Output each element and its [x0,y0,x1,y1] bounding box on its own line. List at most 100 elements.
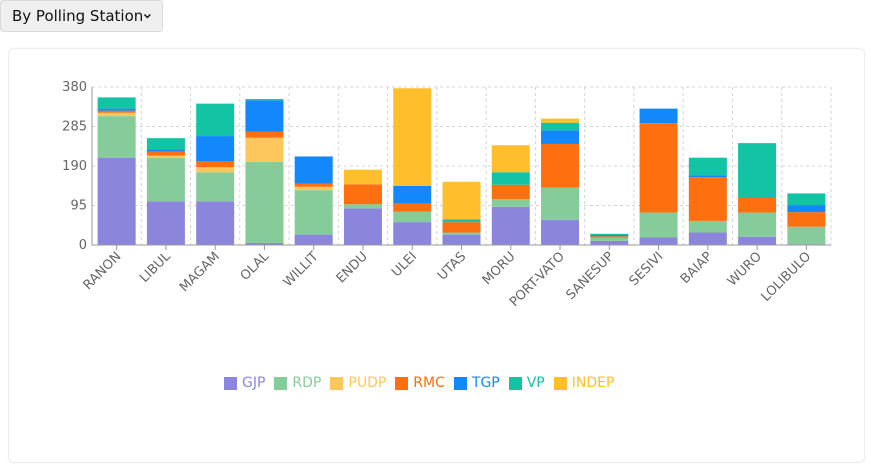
bar-tgp-baiap [688,175,727,178]
bar-vp-wuro [738,143,777,199]
bar-rdp-sanesup [590,237,629,241]
bar-indep-endu [343,169,382,185]
bar-rdp-baiap [688,220,727,233]
polling-station-select[interactable]: By Polling Station [0,0,163,32]
bar-vp-port-vato [541,122,580,131]
y-tick-label: 380 [62,80,87,95]
bar-vp-olal [245,99,284,101]
bar-tgp-port-vato [541,130,580,144]
bar-indep-ulei [393,88,432,186]
stacked-bar-chart: 0 95 190 285 380 RANON LIBUL MAGAM OLAL WILLIT END… [62,80,832,310]
bar-gjp-port-vato [541,220,580,245]
y-tick-label: 285 [62,120,87,135]
bar-gjp-olal [245,242,284,245]
x-tick-label: UTAS [435,249,469,283]
bar-vp-magam [196,103,235,137]
bar-rmc-lolibulo [787,212,826,227]
legend-label: PUDP [348,375,387,391]
bar-pudp-magam [196,167,235,173]
bar-rdp-sesivi [639,212,678,238]
legend-swatch [395,376,409,390]
bar-vp-libul [146,138,185,150]
bar-rdp-willit [294,190,333,235]
bar-rmc-willit [294,183,333,187]
x-tick-label: WILLIT [281,249,322,290]
legend-swatch [224,376,237,390]
bar-rmc-wuro [738,198,777,213]
x-tick-label: MORU [480,249,519,288]
legend-label: INDEP [571,375,615,391]
bar-rmc-port-vato [541,143,580,188]
chart-legend: GJP RDP PUDP RMC TGP VP INDEP [224,375,623,391]
legend-item-rdp[interactable]: RDP [274,375,321,391]
chart-card: 0 95 190 285 380 RANON LIBUL MAGAM OLAL WILLIT END… [8,48,865,463]
x-tick-label: ENDU [334,249,371,286]
legend-item-tgp[interactable]: TGP [453,375,500,391]
bar-vp-utas [442,219,481,223]
x-tick-label: OLAL [238,249,273,284]
bar-gjp-magam [196,201,235,245]
bar-vp-sanesup [590,233,629,236]
bar-rdp-magam [196,172,235,202]
bar-tgp-libul [146,149,185,152]
bar-rmc-ranon [97,110,136,113]
bar-vp-lolibulo [787,193,826,206]
bar-rmc-utas [442,222,481,233]
bar-gjp-wuro [738,236,777,245]
bar-gjp-libul [146,201,185,245]
bar-rmc-baiap [688,177,727,221]
legend-swatch [274,376,288,390]
bar-gjp-moru [491,206,530,245]
bar-vp-ranon [97,97,136,109]
legend-swatch [453,376,467,390]
legend-item-gjp[interactable]: GJP [224,375,265,391]
legend-label: GJP [242,375,266,391]
chevron-down-icon [144,14,152,19]
legend-swatch [330,376,344,390]
bar-pudp-libul [146,155,185,158]
legend-item-pudp[interactable]: PUDP [330,375,386,391]
bar-tgp-sesivi [639,108,678,124]
bar-tgp-ulei [393,185,432,204]
bar-gjp-baiap [688,232,727,245]
bar-tgp-sanesup [590,235,629,237]
bar-vp-moru [491,172,530,185]
y-tick-label: 0 [79,238,87,253]
bar-rdp-moru [491,199,530,207]
bar-rdp-libul [146,157,185,202]
x-tick-label: RANON [81,249,125,293]
bar-gjp-ulei [393,222,432,245]
bar-gjp-sanesup [590,240,629,245]
bar-indep-port-vato [541,118,580,123]
legend-item-rmc[interactable]: RMC [395,375,445,391]
bar-rdp-lolibulo [787,226,826,245]
bar-pudp-ranon [97,112,136,117]
bar-pudp-willit [294,186,333,191]
legend-item-vp[interactable]: VP [508,375,545,391]
bar-rmc-sanesup [590,236,629,238]
bar-tgp-lolibulo [787,205,826,213]
x-tick-label: LIBUL [137,249,174,286]
legend-swatch [508,376,522,390]
bar-rdp-wuro [738,212,777,237]
x-tick-label: WURO [725,249,765,289]
bar-rdp-endu [343,204,382,209]
legend-label: RDP [292,375,322,391]
bar-rdp-utas [442,232,481,235]
bar-rmc-sesivi [639,123,678,213]
bar-gjp-endu [343,208,382,245]
bar-indep-moru [491,145,530,173]
bar-gjp-sesivi [639,237,678,245]
x-tick-label: LOLIBULO [759,249,815,305]
polling-station-select-value: By Polling Station [12,7,144,25]
x-tick-label: SESIVI [627,249,667,289]
bar-tgp-olal [245,100,284,132]
bar-tgp-willit [294,156,333,184]
bar-indep-utas [442,181,481,220]
bar-rdp-olal [245,161,284,243]
bar-tgp-magam [196,136,235,162]
x-tick-label: MAGAM [177,249,223,295]
y-tick-label: 190 [62,159,87,174]
legend-item-indep[interactable]: INDEP [553,375,615,391]
bar-rmc-ulei [393,203,432,212]
